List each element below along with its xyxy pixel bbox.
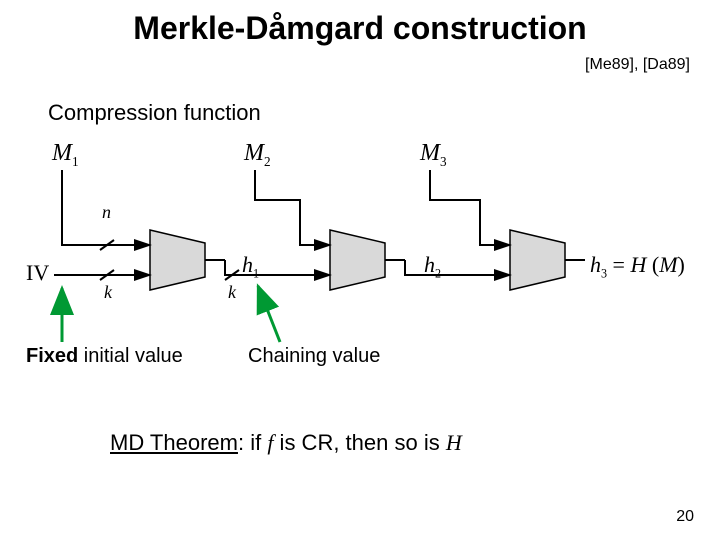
m2-wire: [255, 170, 330, 245]
chain-wire-1: [205, 260, 330, 275]
slide-root: { "title": "Merkle-Dåmgard construction"…: [0, 0, 720, 540]
green-arrow-chaining: [258, 286, 280, 342]
f-block-2: [330, 230, 385, 290]
f-block-1: [150, 230, 205, 290]
f-block-3: [510, 230, 565, 290]
m3-wire: [430, 170, 510, 245]
diagram-svg: [0, 0, 720, 540]
chain-wire-2: [385, 260, 510, 275]
m1-wire: [62, 170, 150, 245]
